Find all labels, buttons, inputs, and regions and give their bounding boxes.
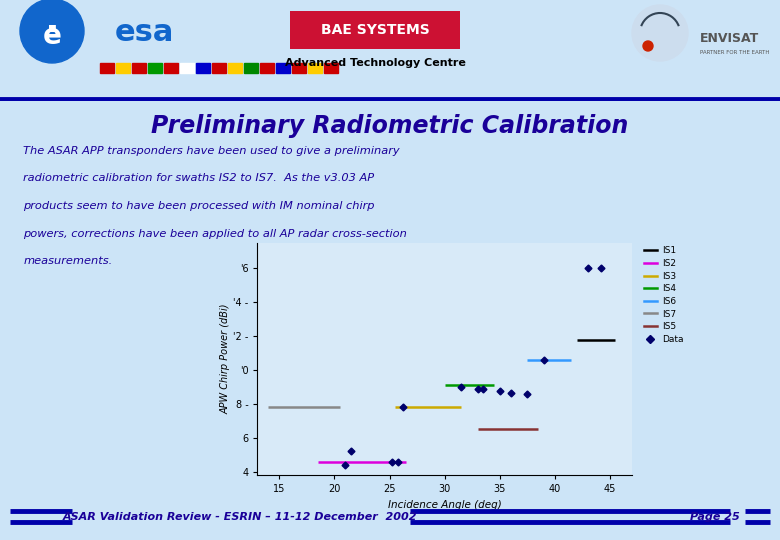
- Text: PARTNER FOR THE EARTH: PARTNER FOR THE EARTH: [700, 50, 770, 56]
- Bar: [228, 63, 242, 73]
- Bar: [164, 63, 178, 73]
- Text: The ASAR APP transponders have been used to give a preliminary: The ASAR APP transponders have been used…: [23, 146, 400, 156]
- X-axis label: Incidence Angle (deg): Incidence Angle (deg): [388, 500, 502, 510]
- Text: radiometric calibration for swaths IS2 to IS7.  As the v3.03 AP: radiometric calibration for swaths IS2 t…: [23, 173, 374, 184]
- Bar: [212, 63, 226, 73]
- Bar: [180, 63, 194, 73]
- Text: ENVISAT: ENVISAT: [700, 32, 759, 45]
- Bar: [100, 63, 114, 73]
- Text: BAE SYSTEMS: BAE SYSTEMS: [321, 23, 429, 37]
- Circle shape: [20, 0, 84, 63]
- Circle shape: [632, 5, 688, 61]
- Bar: [292, 63, 306, 73]
- Bar: [324, 63, 338, 73]
- Bar: [260, 63, 274, 73]
- FancyBboxPatch shape: [290, 11, 460, 49]
- Y-axis label: APW Chirp Power (dBi): APW Chirp Power (dBi): [220, 304, 230, 414]
- Text: products seem to have been processed with IM nominal chirp: products seem to have been processed wit…: [23, 201, 375, 211]
- Bar: [116, 63, 130, 73]
- Text: ·: ·: [44, 12, 59, 50]
- Bar: [196, 63, 210, 73]
- Text: ASAR Validation Review - ESRIN – 11-12 December  2002: ASAR Validation Review - ESRIN – 11-12 D…: [62, 512, 417, 522]
- Text: e: e: [43, 22, 62, 50]
- Text: powers, corrections have been applied to all AP radar cross-section: powers, corrections have been applied to…: [23, 229, 407, 239]
- Legend: IS1, IS2, IS3, IS4, IS6, IS7, IS5, Data: IS1, IS2, IS3, IS4, IS6, IS7, IS5, Data: [640, 243, 687, 347]
- Circle shape: [643, 41, 653, 51]
- Text: Preliminary Radiometric Calibration: Preliminary Radiometric Calibration: [151, 113, 629, 138]
- Text: esa: esa: [115, 18, 175, 48]
- Bar: [244, 63, 258, 73]
- Text: Page 25: Page 25: [690, 512, 739, 522]
- Bar: [276, 63, 290, 73]
- Text: measurements.: measurements.: [23, 256, 112, 267]
- Bar: [148, 63, 162, 73]
- Bar: [132, 63, 146, 73]
- Text: Advanced Technology Centre: Advanced Technology Centre: [285, 58, 466, 68]
- Bar: [308, 63, 322, 73]
